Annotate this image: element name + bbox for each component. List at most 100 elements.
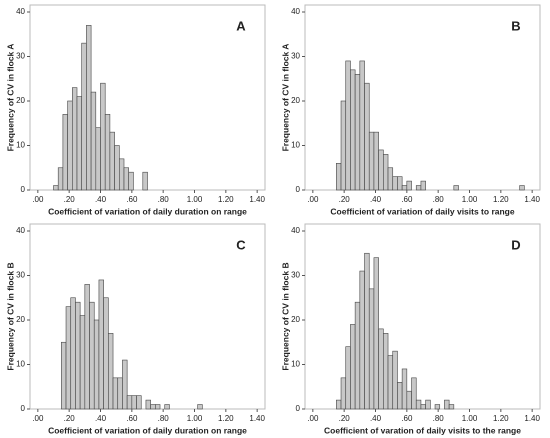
panel-letter: B — [511, 18, 520, 33]
x-tick-label: .00 — [32, 195, 44, 204]
bar — [126, 395, 133, 410]
bar — [350, 69, 356, 191]
y-tick-label: 30 — [291, 271, 300, 280]
bar — [406, 180, 412, 191]
bar — [425, 399, 431, 410]
bar — [448, 404, 455, 410]
panel: 0 10 20 30 40 .00 .20 .40 .60 .80 1.00 1.20 1.40Coef… — [5, 223, 266, 435]
bar — [401, 185, 408, 191]
y-tick-label: 30 — [16, 52, 25, 61]
bar — [411, 377, 417, 410]
y-tick-label: 20 — [291, 96, 300, 105]
x-axis-label: Coefficient of variation of daily durati… — [48, 206, 247, 216]
bar — [387, 355, 394, 410]
x-tick-label: .80 — [433, 195, 445, 204]
x-tick-label: 1.20 — [218, 414, 234, 423]
bar — [392, 350, 398, 410]
bar — [350, 324, 356, 410]
plot-frame — [304, 4, 541, 191]
x-tick-label: .60 — [126, 414, 138, 423]
bar — [122, 359, 128, 410]
bar — [76, 96, 82, 191]
x-axis-label: Coefficient of varation of daily visits … — [324, 425, 521, 435]
bar — [364, 252, 370, 410]
x-tick-label: .20 — [339, 195, 351, 204]
x-tick-label: 1.00 — [462, 414, 478, 423]
bar — [420, 404, 426, 410]
bar — [336, 399, 342, 410]
bar — [57, 167, 64, 191]
y-tick-label: 0 — [21, 404, 26, 413]
y-tick-label: 30 — [16, 271, 25, 280]
bar — [123, 167, 129, 191]
bar — [387, 167, 394, 191]
y-tick-label: 10 — [16, 141, 25, 150]
plot-frame — [304, 223, 541, 410]
bar — [434, 404, 441, 410]
bar — [79, 315, 86, 410]
x-tick-label: .00 — [32, 414, 44, 423]
bar — [368, 131, 375, 191]
y-tick-label: 20 — [16, 315, 25, 324]
x-axis-label: Coefficient of variation of daily visits… — [330, 206, 514, 216]
y-axis-label: Frequency of CV in flock B — [5, 262, 15, 370]
bar — [95, 127, 101, 191]
bar — [453, 185, 459, 191]
y-tick-label: 40 — [291, 7, 300, 16]
y-tick-label: 10 — [291, 360, 300, 369]
y-axis-label: Frequency of CV in flock A — [280, 44, 290, 152]
bar — [117, 377, 123, 410]
x-tick-label: 1.40 — [249, 414, 265, 423]
x-tick-label: .20 — [64, 195, 76, 204]
y-tick-label: 0 — [296, 404, 301, 413]
bar — [90, 91, 97, 191]
bar — [415, 185, 422, 191]
panel: 0 10 20 30 40 .00 .20 .40 .60 .80 1.00 1.20 1.40Coef… — [5, 4, 266, 216]
x-tick-label: .40 — [370, 195, 382, 204]
bar — [142, 171, 148, 191]
y-axis-label: Frequency of CV in flock B — [280, 262, 290, 370]
bar — [81, 42, 87, 191]
bar — [89, 301, 95, 410]
bar — [406, 390, 412, 410]
y-tick-label: 10 — [291, 141, 300, 150]
bar — [345, 346, 351, 410]
y-tick-label: 0 — [296, 185, 301, 194]
x-tick-label: 1.40 — [249, 195, 265, 204]
bar — [383, 154, 389, 191]
bar — [70, 297, 76, 410]
y-tick-label: 0 — [21, 185, 26, 194]
bar — [131, 395, 137, 410]
bar — [359, 270, 365, 410]
x-tick-label: 1.00 — [462, 195, 478, 204]
x-tick-label: .60 — [401, 414, 413, 423]
bar — [336, 163, 342, 191]
bar — [150, 404, 156, 410]
bar — [197, 404, 203, 410]
x-tick-label: 1.00 — [187, 195, 203, 204]
x-tick-label: .60 — [126, 195, 138, 204]
bar — [354, 74, 361, 191]
x-tick-label: .20 — [64, 414, 76, 423]
y-tick-label: 30 — [291, 52, 300, 61]
y-tick-label: 40 — [16, 226, 25, 235]
bar — [65, 306, 72, 410]
y-tick-label: 40 — [16, 7, 25, 16]
bar — [420, 180, 426, 191]
bar — [373, 131, 379, 191]
x-tick-label: .80 — [433, 414, 445, 423]
bar — [112, 377, 119, 410]
bar — [75, 301, 81, 410]
bar — [415, 399, 422, 410]
x-tick-label: 1.20 — [218, 195, 234, 204]
bar — [378, 328, 384, 410]
bar — [519, 185, 525, 191]
bar — [109, 131, 115, 191]
panel-letter: C — [236, 237, 246, 252]
x-tick-label: .20 — [339, 414, 351, 423]
bar — [103, 297, 109, 410]
x-tick-label: .80 — [158, 414, 170, 423]
x-tick-label: .80 — [158, 195, 170, 204]
bar — [354, 301, 361, 410]
